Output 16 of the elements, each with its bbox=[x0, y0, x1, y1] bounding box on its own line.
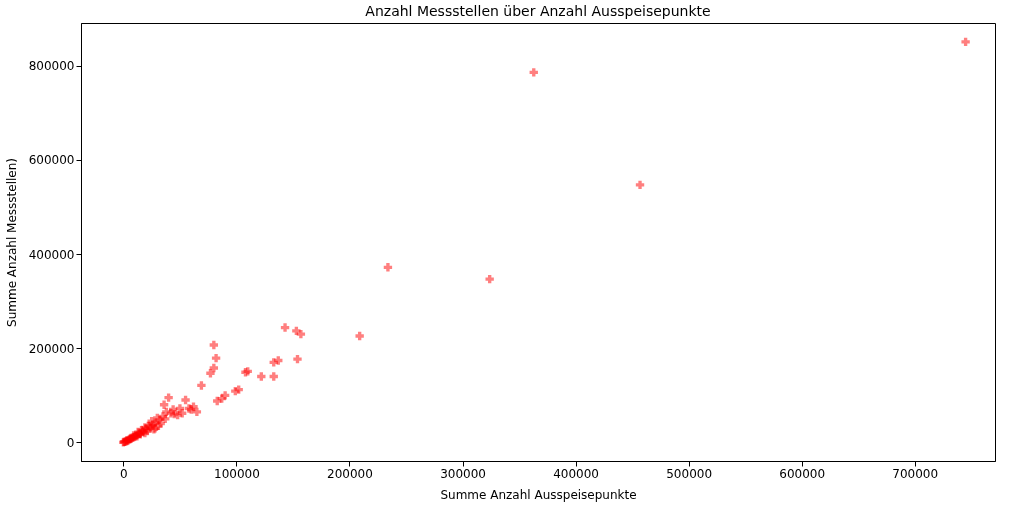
x-tick-label: 200000 bbox=[327, 466, 373, 481]
x-tick-label: 500000 bbox=[666, 466, 713, 481]
x-axis-title: Summe Anzahl Ausspeisepunkte bbox=[440, 487, 637, 502]
x-tick-label: 300000 bbox=[440, 466, 486, 481]
y-tick-label: 400000 bbox=[28, 247, 75, 262]
y-tick-label: 600000 bbox=[28, 153, 75, 168]
chart-title: Anzahl Messstellen über Anzahl Ausspeisepunkte bbox=[365, 3, 711, 19]
y-tick-label: 200000 bbox=[28, 341, 75, 356]
x-tick-label: 600000 bbox=[779, 466, 826, 481]
y-axis-title: Summe Anzahl Messstellen) bbox=[4, 158, 19, 327]
x-tick-label: 400000 bbox=[553, 466, 599, 481]
y-tick-label: 0 bbox=[66, 435, 75, 450]
x-tick-label: 100000 bbox=[214, 466, 260, 481]
x-tick-label: 0 bbox=[120, 466, 128, 481]
x-tick-label: 700000 bbox=[892, 466, 939, 481]
y-tick-label: 800000 bbox=[28, 59, 75, 74]
